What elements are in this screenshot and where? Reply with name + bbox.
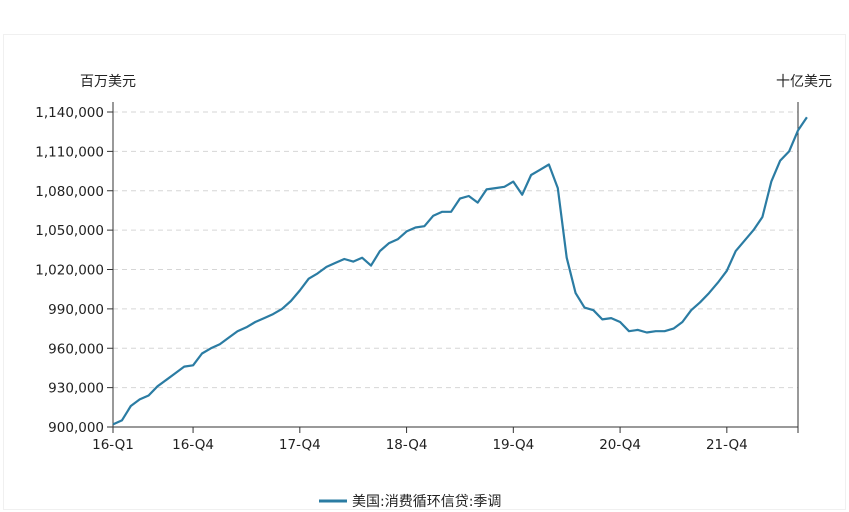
y-tick-label: 1,080,000 bbox=[35, 184, 104, 200]
y-tick-label: 990,000 bbox=[48, 302, 104, 318]
x-tick-label: 19-Q4 bbox=[492, 437, 534, 453]
y-tick-label: 1,020,000 bbox=[35, 263, 104, 279]
series-line bbox=[112, 116, 808, 426]
gridlines bbox=[113, 111, 798, 428]
chart-frame bbox=[3, 34, 846, 510]
y-tick-label: 930,000 bbox=[48, 381, 104, 397]
y-tick-label: 1,110,000 bbox=[35, 144, 104, 160]
x-tick-label: 20-Q4 bbox=[599, 437, 641, 453]
right-axis-unit: 十亿美元 bbox=[776, 74, 832, 90]
y-axis-ticks: 900,000 930,000 960,000 990,000 1,020,000 1,0… bbox=[35, 102, 114, 436]
y-tick-label: 960,000 bbox=[48, 341, 104, 357]
x-tick-label: 16-Q4 bbox=[172, 437, 214, 453]
series-group bbox=[112, 116, 808, 426]
x-tick-label: 21-Q4 bbox=[706, 437, 748, 453]
x-tick-label: 18-Q4 bbox=[386, 437, 428, 453]
y-tick-label: 1,050,000 bbox=[35, 223, 104, 239]
left-axis-unit: 百万美元 bbox=[80, 74, 136, 90]
x-tick-label: 17-Q4 bbox=[279, 437, 321, 453]
x-axis: 16-Q1 16-Q4 17-Q4 18-Q4 19-Q4 20-Q4 21-Q4 bbox=[92, 102, 799, 453]
y-tick-label: 1,140,000 bbox=[35, 105, 104, 121]
legend: 美国:消费循环信贷:季调 bbox=[319, 494, 501, 510]
y-tick-label: 900,000 bbox=[48, 420, 104, 436]
legend-label: 美国:消费循环信贷:季调 bbox=[352, 494, 501, 510]
x-tick-label: 16-Q1 bbox=[92, 437, 134, 453]
